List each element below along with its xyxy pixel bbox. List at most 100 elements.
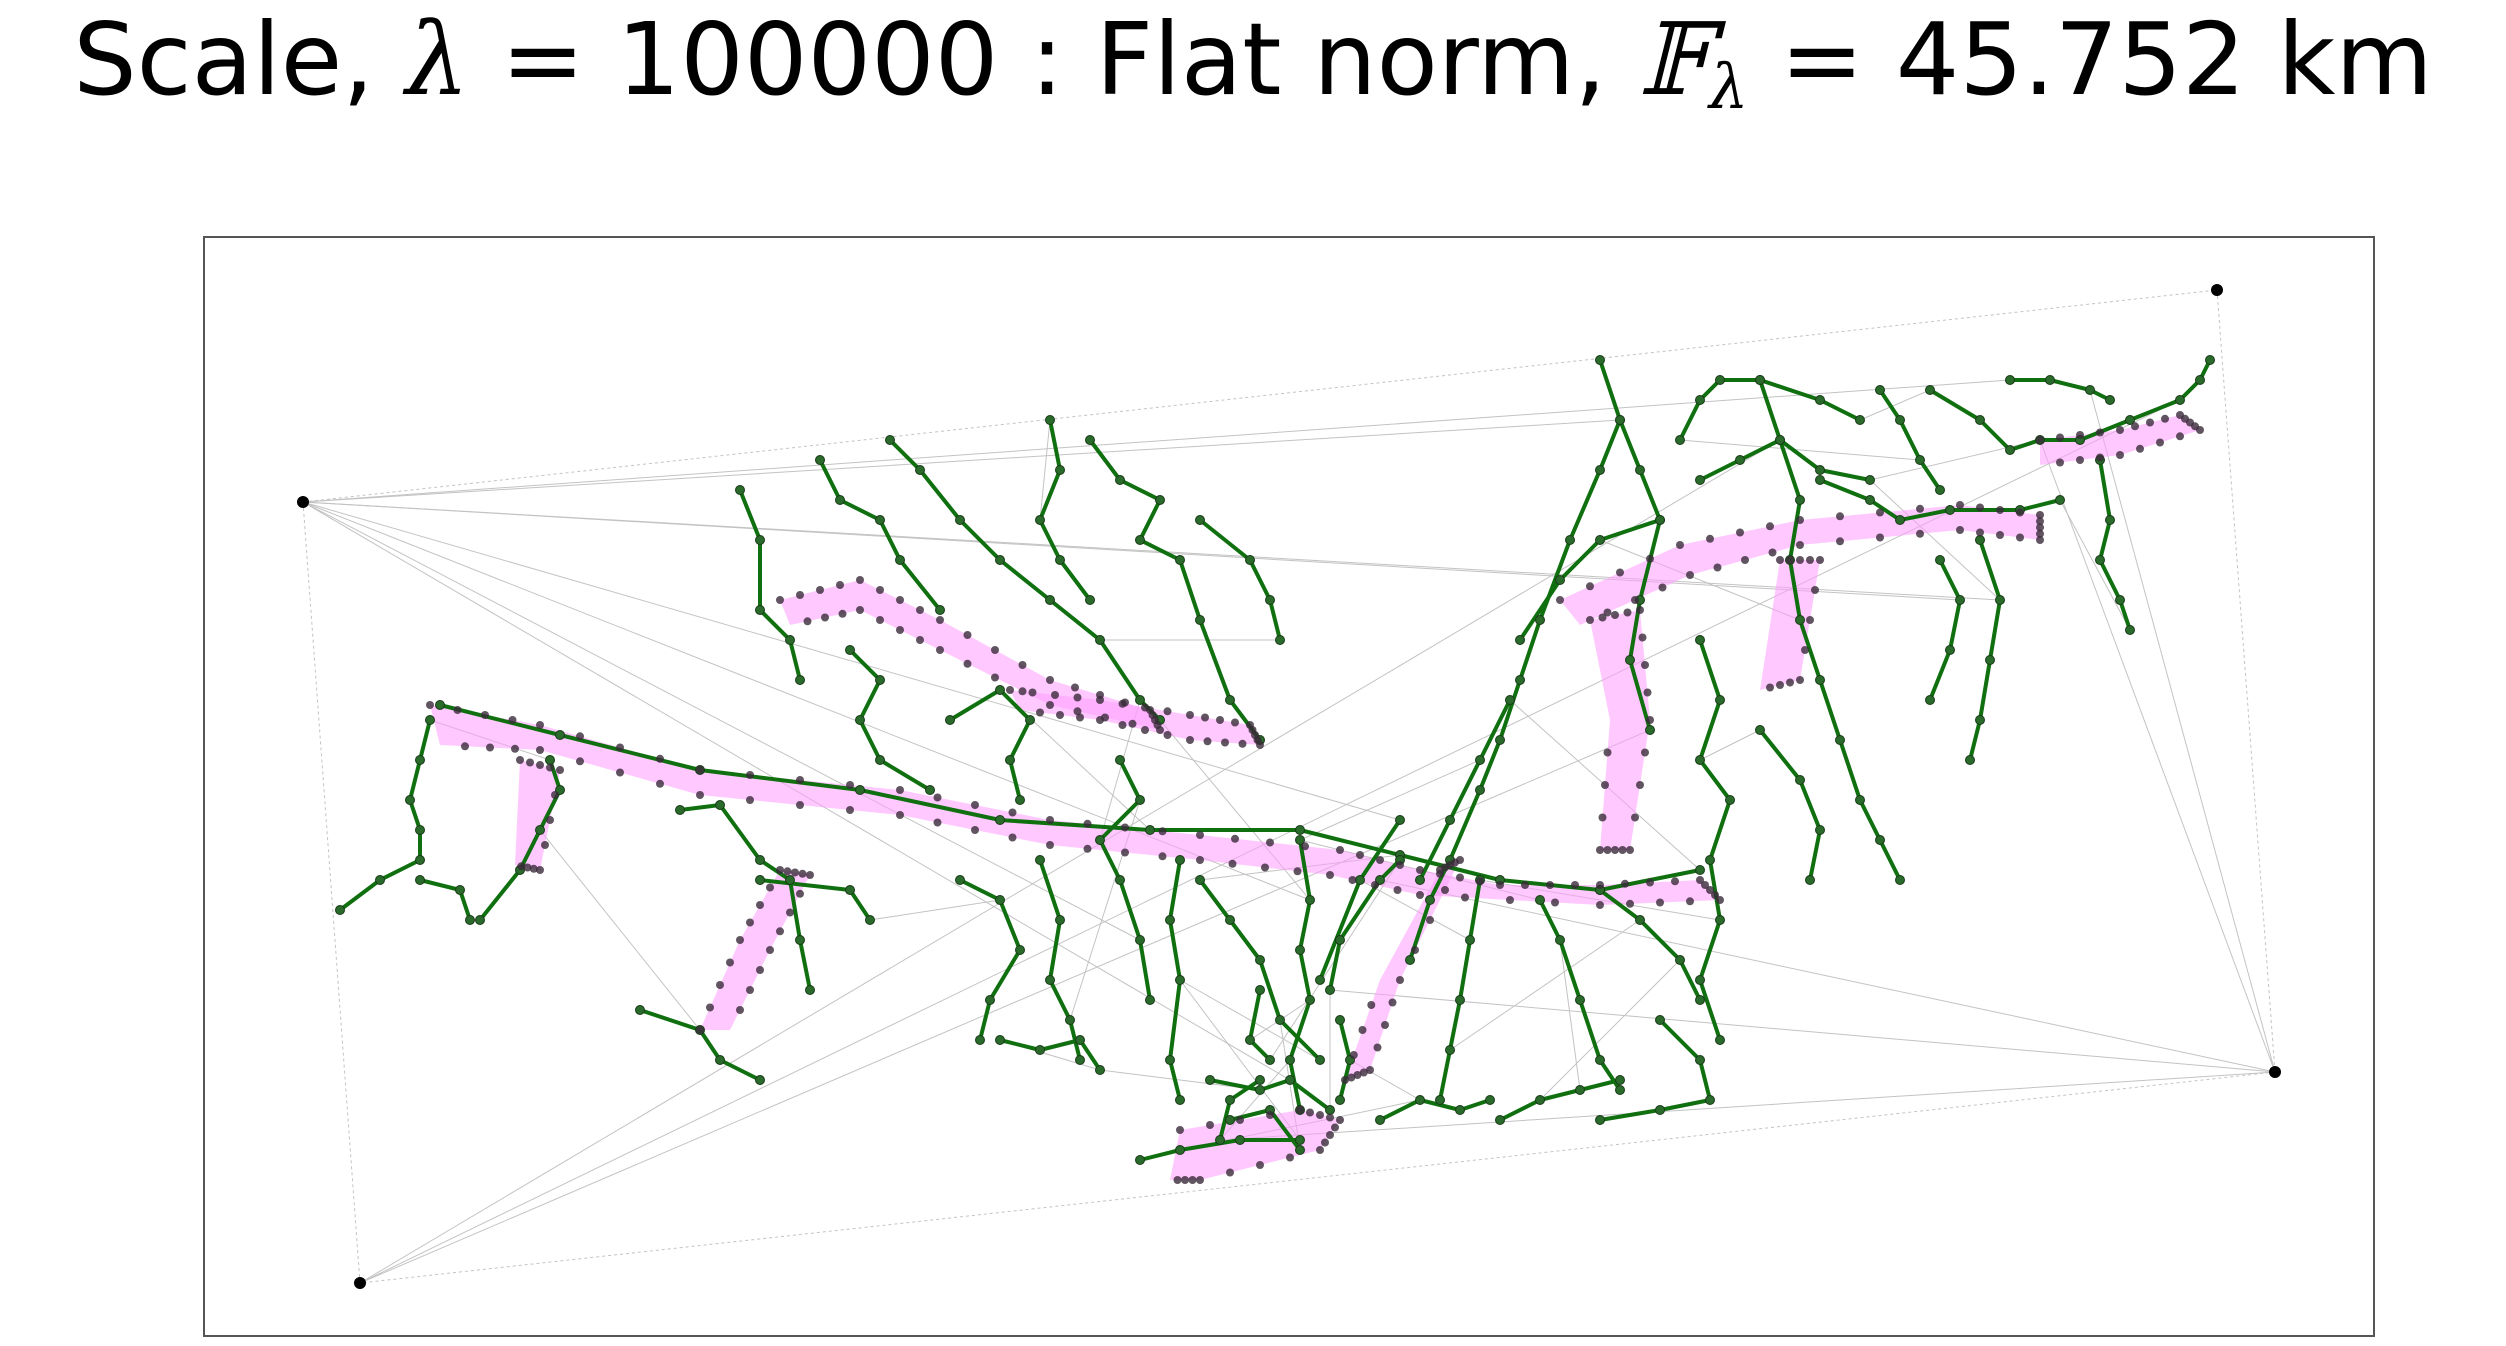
network-node bbox=[1655, 515, 1665, 525]
network-node bbox=[1815, 475, 1825, 485]
patch-node bbox=[1396, 861, 1404, 869]
network-node bbox=[1535, 895, 1545, 905]
patch-node bbox=[1266, 838, 1274, 847]
patch-node bbox=[1326, 1131, 1334, 1139]
flat-norm-patch bbox=[515, 760, 560, 870]
patch-node bbox=[1603, 608, 1612, 617]
network-node bbox=[1795, 495, 1805, 505]
network-node bbox=[1235, 1135, 1245, 1145]
network-segment bbox=[1928, 558, 1962, 702]
patch-node bbox=[2131, 422, 2139, 431]
network-segment bbox=[1378, 1098, 1492, 1122]
patch-node bbox=[1586, 582, 1594, 591]
patch-node bbox=[1186, 711, 1194, 719]
network-node bbox=[2055, 495, 2065, 505]
patch-node bbox=[517, 862, 526, 871]
patch-node bbox=[1206, 1121, 1214, 1129]
network-node bbox=[875, 675, 885, 685]
network-node bbox=[1595, 465, 1605, 475]
triangulation-edge bbox=[302, 419, 1621, 503]
patch-node bbox=[1141, 726, 1149, 734]
network-node bbox=[795, 935, 805, 945]
patch-node bbox=[1631, 596, 1639, 604]
patch-node bbox=[1976, 503, 1984, 512]
network-node bbox=[1225, 1095, 1235, 1105]
patch-node bbox=[1393, 886, 1402, 894]
patch-node bbox=[1796, 556, 1804, 564]
patch-node bbox=[1766, 683, 1774, 692]
network-node bbox=[1095, 835, 1105, 845]
patch-node bbox=[1836, 512, 1844, 521]
patch-node bbox=[1306, 1108, 1314, 1117]
network-node bbox=[785, 635, 795, 645]
network-node bbox=[1475, 785, 1485, 795]
patch-node bbox=[1598, 813, 1607, 822]
network-node bbox=[1395, 815, 1405, 825]
patch-node bbox=[1326, 1113, 1334, 1122]
network-node bbox=[1855, 415, 1865, 425]
network-node bbox=[1195, 515, 1205, 525]
network-node bbox=[805, 985, 815, 995]
patch-node bbox=[2161, 414, 2169, 423]
triangulation-edge bbox=[1559, 939, 1581, 1091]
network-node bbox=[1305, 995, 1315, 1005]
network-node bbox=[715, 1055, 725, 1065]
patch-node bbox=[1586, 616, 1594, 624]
network-node bbox=[1195, 875, 1205, 885]
patch-node bbox=[1611, 611, 1619, 619]
network-node bbox=[995, 685, 1005, 695]
patch-node bbox=[1796, 516, 1804, 524]
patch-node bbox=[736, 1006, 744, 1014]
patch-node bbox=[1371, 881, 1379, 889]
network-node bbox=[925, 785, 935, 795]
patch-node bbox=[1173, 1176, 1182, 1184]
patch-node bbox=[876, 586, 884, 594]
triangulation-edge bbox=[1379, 879, 2276, 1073]
patch-node bbox=[1018, 661, 1027, 669]
patch-node bbox=[963, 659, 972, 668]
network-node bbox=[1865, 475, 1875, 485]
figure-title: Scale, λ = 100000 : Flat norm, 𝔽λ = 45.7… bbox=[0, 0, 2506, 130]
triangulation-edge bbox=[1869, 439, 2041, 481]
patch-node bbox=[1596, 901, 1604, 909]
network-node bbox=[1695, 975, 1705, 985]
patch-node bbox=[1816, 556, 1824, 564]
triangulation-edge bbox=[1599, 539, 1801, 621]
patch-node bbox=[1571, 881, 1579, 889]
patch-node bbox=[2076, 456, 2084, 464]
network-node bbox=[1005, 755, 1015, 765]
network-node bbox=[1075, 1035, 1085, 1045]
network-node bbox=[1985, 655, 1995, 665]
patch-node bbox=[1456, 856, 1464, 864]
patch-node bbox=[1876, 508, 1884, 517]
network-node bbox=[1135, 1155, 1145, 1165]
triangulation-edge bbox=[302, 501, 361, 1284]
network-node bbox=[1015, 945, 1025, 955]
network-node bbox=[1295, 1135, 1305, 1145]
network-node bbox=[415, 755, 425, 765]
patch-node bbox=[576, 732, 584, 741]
network-node bbox=[1135, 935, 1145, 945]
network-node bbox=[1815, 395, 1825, 405]
patch-node bbox=[1238, 739, 1247, 748]
patch-node bbox=[1388, 998, 1397, 1007]
patch-node bbox=[526, 758, 534, 767]
patch-node bbox=[1347, 1073, 1356, 1082]
network-segment bbox=[1438, 878, 1482, 1102]
patch-node bbox=[806, 871, 814, 879]
network-node bbox=[1145, 995, 1155, 1005]
network-node bbox=[1175, 855, 1185, 865]
network-node bbox=[1865, 495, 1875, 505]
patch-node bbox=[991, 673, 999, 682]
patch-node bbox=[1596, 846, 1604, 854]
network-node bbox=[1175, 555, 1185, 565]
patch-node bbox=[1396, 976, 1404, 984]
patch-node bbox=[1636, 781, 1644, 789]
patch-node bbox=[736, 936, 744, 944]
patch-node bbox=[706, 1003, 714, 1012]
network-node bbox=[1205, 1075, 1215, 1085]
network-node bbox=[415, 875, 425, 885]
corner-points bbox=[297, 284, 2281, 1289]
network-node bbox=[1535, 1095, 1545, 1105]
network-node bbox=[2125, 415, 2135, 425]
